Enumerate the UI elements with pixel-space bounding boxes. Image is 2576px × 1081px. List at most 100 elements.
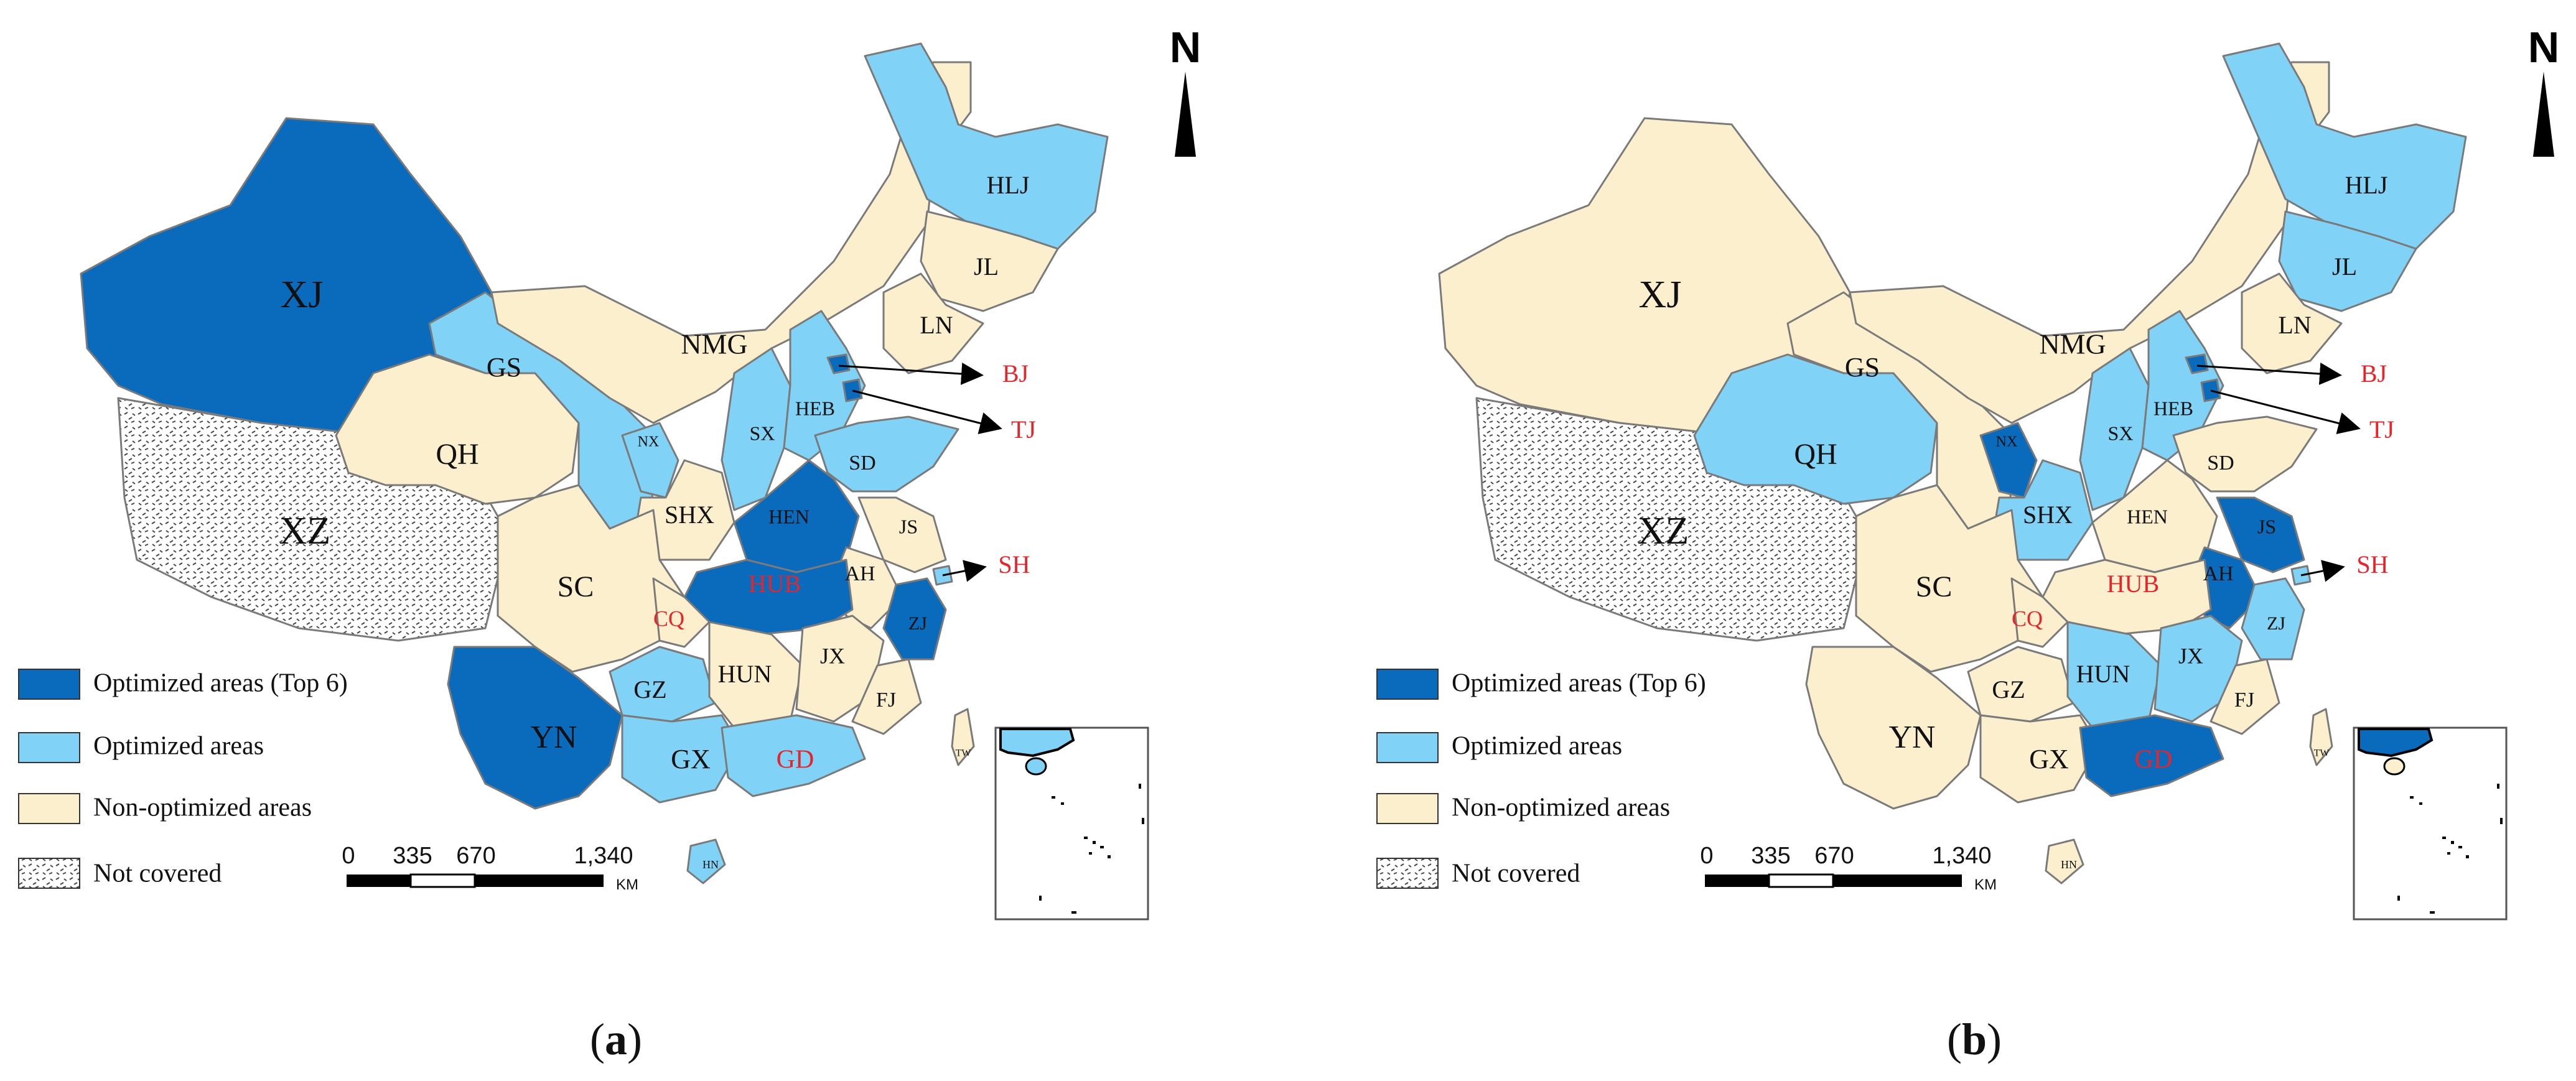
label-HEN: HEN <box>768 505 810 527</box>
province-CQ <box>652 577 711 648</box>
label-HUB: HUB <box>749 570 801 598</box>
province-TW <box>951 708 975 766</box>
scale-unit: KM <box>616 876 638 893</box>
scale-unit: KM <box>1974 876 1997 893</box>
label-QH: QH <box>1794 438 1837 471</box>
province-NX <box>621 422 679 499</box>
map-panel-a: XJ XZ QH GS NMG HLJ JL LN NX SHX SX HEB … <box>18 23 1201 1064</box>
legend-label-optimized: Optimized areas <box>93 732 264 761</box>
label-FJ: FJ <box>2234 689 2254 712</box>
province-HN <box>686 838 726 884</box>
label-QH: QH <box>436 438 478 471</box>
callout-label-SH: SH <box>998 550 1030 578</box>
legend-swatch-optimized <box>1376 732 1439 763</box>
south-china-sea-inset <box>2353 726 2508 921</box>
legend: Optimized areas (Top 6) Optimized areas … <box>18 669 348 889</box>
legend-label-optimized: Optimized areas <box>1452 732 1622 761</box>
label-JL: JL <box>2332 253 2357 281</box>
label-AH: AH <box>2203 562 2233 585</box>
scale-tick-335: 335 <box>1751 843 1790 869</box>
callout-label-SH: SH <box>2356 550 2388 578</box>
label-GZ: GZ <box>633 675 666 703</box>
legend-label-top6: Optimized areas (Top 6) <box>93 669 348 698</box>
scale-tick-670: 670 <box>1814 843 1854 869</box>
scale-tick-335: 335 <box>393 843 432 869</box>
inset-islands <box>1039 784 1144 914</box>
north-arrow-icon <box>2533 72 2554 157</box>
province-JL <box>920 210 1059 312</box>
callouts: BJ TJ SH <box>2196 360 2394 582</box>
province-ZJ <box>2241 577 2305 661</box>
province-YN <box>447 646 623 810</box>
label-NMG: NMG <box>2039 328 2106 360</box>
legend-label-non-optimized: Non-optimized areas <box>1452 794 1670 822</box>
province-labels: XJ XZ QH GS NMG HLJ JL LN NX SHX SX HEB … <box>1638 171 2388 871</box>
province-SX <box>2079 347 2150 511</box>
label-HN: HN <box>702 858 719 871</box>
callout-label-TJ: TJ <box>1011 415 1036 443</box>
caption-b: (b) <box>1947 1014 2002 1064</box>
scale-tick-0: 0 <box>342 843 355 869</box>
label-NX: NX <box>638 434 660 450</box>
label-JS: JS <box>899 515 918 537</box>
province-CQ <box>2010 577 2069 648</box>
inset-coast <box>999 728 1075 758</box>
scale-tick-670: 670 <box>456 843 495 869</box>
scale-segment-2 <box>409 873 476 888</box>
scale-segment-2 <box>1768 873 1834 888</box>
map-panel-b: XJ XZ QH GS NMG HLJ JL LN NX SHX SX HEB … <box>1376 23 2560 1064</box>
label-GD: GD <box>777 746 814 774</box>
label-GS: GS <box>487 352 521 383</box>
province-SD <box>2172 415 2318 493</box>
label-GD: GD <box>2135 746 2173 774</box>
province-GD <box>2079 714 2224 797</box>
callout-arrow-SH <box>942 560 987 582</box>
label-GX: GX <box>2029 744 2069 774</box>
legend-swatch-top6 <box>1376 669 1439 700</box>
legend-swatch-non-optimized <box>1376 793 1439 824</box>
label-HEN: HEN <box>2127 505 2168 527</box>
label-GZ: GZ <box>1992 675 2025 703</box>
inset-island-HN <box>2383 757 2406 776</box>
callout-arrow-SH <box>2300 560 2345 582</box>
label-LN: LN <box>2278 311 2311 339</box>
legend-swatch-optimized <box>18 732 80 763</box>
scale-segment-1 <box>1705 875 1769 887</box>
north-label: N <box>2528 23 2560 72</box>
caption-a: (a) <box>590 1014 642 1064</box>
province-HN <box>2045 838 2084 884</box>
province-SD <box>814 415 959 493</box>
label-AH: AH <box>844 562 875 585</box>
province-BJ <box>826 353 851 374</box>
callout-arrow-TJ <box>852 389 1002 435</box>
legend-swatch-not-covered <box>18 858 80 889</box>
legend: Optimized areas (Top 6) Optimized areas … <box>1376 669 1706 889</box>
label-ZJ: ZJ <box>908 613 927 634</box>
legend-label-top6: Optimized areas (Top 6) <box>1452 669 1706 698</box>
label-XZ: XZ <box>279 510 331 552</box>
callout-label-BJ: BJ <box>2361 360 2387 387</box>
inset-island-HN <box>1025 757 1047 776</box>
label-XZ: XZ <box>1638 510 1689 552</box>
label-ZJ: ZJ <box>2267 613 2285 634</box>
province-NX <box>1979 422 2038 499</box>
province-FJ <box>2210 658 2280 735</box>
label-HEB: HEB <box>795 397 835 419</box>
scale-tick-0: 0 <box>1700 843 1713 869</box>
north-arrow: N <box>1170 23 1201 157</box>
label-HEB: HEB <box>2154 397 2193 419</box>
label-SX: SX <box>750 422 775 444</box>
inset-coast <box>2358 728 2434 758</box>
callout-arrow-BJ <box>838 363 984 385</box>
label-SD: SD <box>2207 452 2234 475</box>
scale-tick-1340: 1,340 <box>574 843 633 869</box>
callout-arrow-TJ <box>2210 389 2361 435</box>
province-GD <box>721 714 866 797</box>
scale-segment-3 <box>1833 875 1962 887</box>
province-labels: XJ XZ QH GS NMG HLJ JL LN NX SHX SX HEB … <box>279 171 1030 871</box>
province-ZJ <box>882 577 947 661</box>
label-HN: HN <box>2061 858 2077 871</box>
panel-b-caption: (b) <box>1947 1014 2002 1064</box>
inset-frame <box>2353 726 2508 921</box>
label-SHX: SHX <box>2023 501 2073 529</box>
